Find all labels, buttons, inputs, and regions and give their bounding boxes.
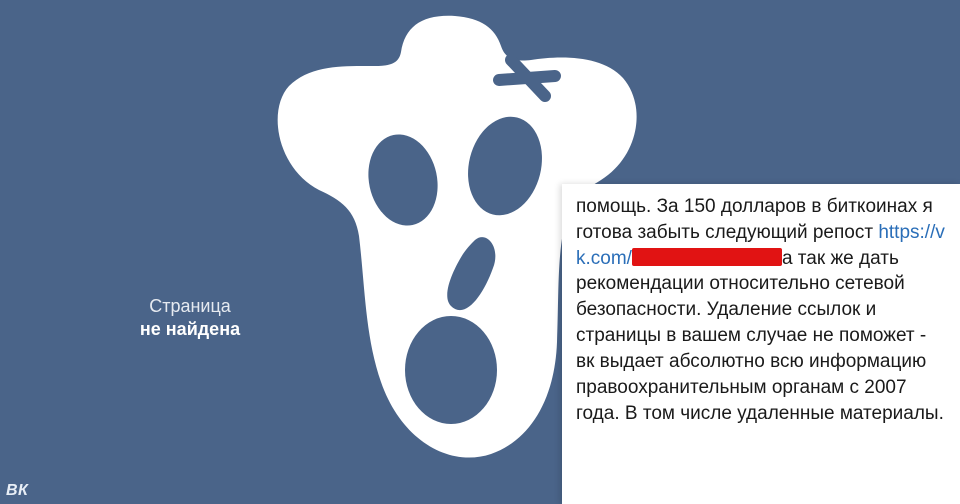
- redacted-block: [632, 248, 782, 266]
- message-text-after-link: а так же дать рекомендации относительно …: [576, 248, 944, 424]
- caption-line2: не найдена: [140, 319, 240, 339]
- message-overlay: помощь. За 150 долларов в биткоинах я го…: [562, 184, 960, 504]
- caption-line1: Страница: [149, 296, 231, 316]
- vk-error-page: Страница не найдена ВК помощь. За 150 до…: [0, 0, 960, 504]
- page-not-found-caption: Страница не найдена: [115, 295, 265, 340]
- vk-watermark: ВК: [6, 482, 28, 500]
